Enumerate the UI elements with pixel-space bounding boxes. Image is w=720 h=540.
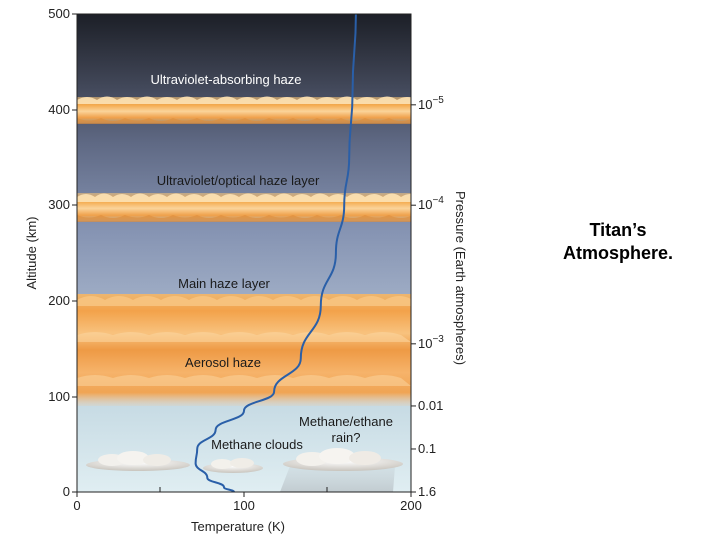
slide-title-line2: Atmosphere. xyxy=(562,243,674,263)
temperature-axis: 0 100 200 xyxy=(73,487,422,513)
altitude-tick-label: 0 xyxy=(63,484,70,499)
cloud-left xyxy=(86,451,190,471)
temperature-profile-line xyxy=(194,14,357,492)
pressure-tick-label: 10−5 xyxy=(418,95,444,112)
rain-curtain xyxy=(280,466,395,492)
altitude-axis: 0 100 200 300 400 500 xyxy=(48,6,77,499)
pressure-axis-label: Pressure (Earth atmospheres) xyxy=(453,191,468,365)
uv-optical-haze-band xyxy=(77,193,411,222)
main-haze-label: Main haze layer xyxy=(178,276,270,291)
altitude-axis-label: Altitude (km) xyxy=(24,217,39,290)
altitude-tick-label: 100 xyxy=(48,389,70,404)
plot-area: Ultraviolet-absorbing haze Ultraviolet/o… xyxy=(77,14,411,492)
altitude-tick-label: 400 xyxy=(48,102,70,117)
pressure-tick-label: 0.01 xyxy=(418,398,443,413)
pressure-tick-label: 1.6 xyxy=(418,484,436,499)
main-haze-region xyxy=(77,294,411,406)
slide-title: Titan’s Atmosphere. xyxy=(545,219,691,265)
altitude-tick-label: 200 xyxy=(48,293,70,308)
uv-absorbing-haze-band xyxy=(77,96,411,124)
rain-label-line1: Methane/ethane xyxy=(299,414,393,429)
pressure-tick-label: 10−3 xyxy=(418,334,444,351)
temperature-tick-label: 200 xyxy=(400,498,422,513)
temperature-tick-label: 0 xyxy=(73,498,80,513)
aerosol-haze-label: Aerosol haze xyxy=(185,355,261,370)
temperature-tick-label: 100 xyxy=(233,498,255,513)
cloud-middle xyxy=(203,458,263,473)
methane-clouds-label: Methane clouds xyxy=(211,437,303,452)
pressure-tick-label: 0.1 xyxy=(418,441,436,456)
cloud-right xyxy=(283,448,403,471)
slide-title-line1: Titan’s xyxy=(589,220,647,240)
uv-absorbing-haze-label: Ultraviolet-absorbing haze xyxy=(150,72,301,87)
altitude-tick-label: 500 xyxy=(48,6,70,21)
temperature-axis-label: Temperature (K) xyxy=(191,519,285,534)
uv-optical-haze-label: Ultraviolet/optical haze layer xyxy=(157,173,320,188)
methane-clouds xyxy=(86,448,403,473)
rain-label-line2: rain? xyxy=(332,430,361,445)
pressure-axis: 10−5 10−4 10−3 0.01 0.1 1.6 xyxy=(411,95,444,499)
pressure-tick-label: 10−4 xyxy=(418,195,444,212)
altitude-tick-label: 300 xyxy=(48,197,70,212)
